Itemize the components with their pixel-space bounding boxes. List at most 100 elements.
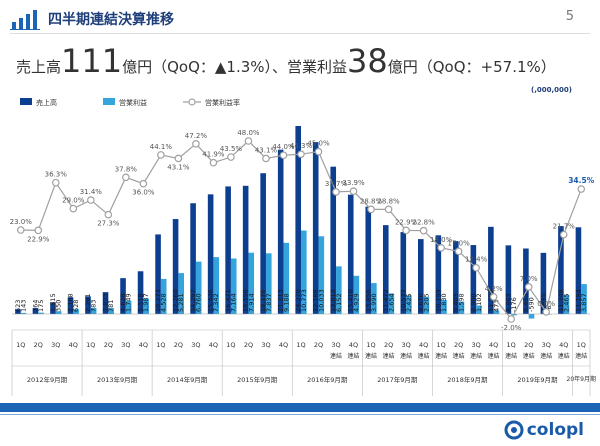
- margin-value-label: 12.4%: [465, 256, 488, 264]
- company-logo: colopl: [504, 420, 584, 440]
- quarter-tick-label: 4Q: [489, 341, 498, 349]
- margin-value-label: 27.3%: [97, 220, 120, 228]
- sales-value-label: 15,446: [207, 289, 215, 312]
- margin-point: [279, 151, 288, 160]
- profit-bar: [318, 236, 325, 314]
- consolidated-tick-label: 連結: [400, 352, 412, 360]
- sales-bar: [435, 235, 442, 314]
- profit-bar: [108, 307, 114, 314]
- profit-bar: [528, 314, 535, 319]
- sales-value-label: 15,410: [347, 289, 355, 312]
- profit-bar: [371, 283, 377, 314]
- consolidated-tick-label: 連結: [558, 352, 570, 360]
- headline-unit-2: 億円（QoQ：+57.1%）: [387, 58, 556, 76]
- sales-value-label: 18,176: [259, 289, 267, 312]
- consolidated-tick-label: 連結: [348, 352, 360, 360]
- margin-point: [507, 315, 515, 323]
- margin-point: [122, 173, 130, 182]
- quarter-tick-label: 2Q: [454, 341, 463, 349]
- profit-value-label: 3,857: [580, 293, 588, 312]
- profit-value-label: 7,837: [265, 293, 273, 312]
- quarter-tick-label: 3Q: [331, 341, 340, 349]
- sales-bar: [155, 234, 161, 314]
- profit-value-label: 4,929: [352, 293, 360, 312]
- profit-value-label: 10,033: [317, 289, 325, 312]
- profit-bar: [55, 311, 62, 314]
- profit-value-label: 6,152: [335, 293, 343, 312]
- consolidated-tick-label: 連結: [330, 352, 342, 360]
- margin-value-label: 17.0%: [448, 239, 471, 247]
- margin-point: [384, 205, 393, 214]
- year-group-label: 2016年9月期: [307, 375, 348, 384]
- consolidated-tick-label: 連結: [453, 352, 465, 360]
- margin-point: [16, 226, 25, 234]
- profit-value-label: 1,987: [142, 293, 150, 312]
- profit-bar: [283, 242, 290, 314]
- consolidated-tick-label: 連結: [435, 352, 447, 360]
- quarter-tick-label: 1Q: [16, 341, 25, 349]
- quarter-tick-label: 1Q: [577, 341, 586, 349]
- sales-bar: [15, 309, 21, 314]
- margin-point: [367, 205, 375, 214]
- margin-value-label: 33.9%: [342, 179, 365, 187]
- sales-bar: [50, 302, 56, 314]
- quarter-tick-label: 4Q: [559, 341, 568, 349]
- profit-value-label: 7,164: [230, 293, 238, 312]
- sales-value-label: 13,856: [364, 289, 372, 312]
- profit-bar: [581, 284, 587, 314]
- quarter-tick-label: 2Q: [244, 341, 253, 349]
- profit-value-label: 1,102: [475, 293, 483, 312]
- consolidated-tick-label: 連結: [470, 352, 482, 360]
- sales-value-label: 7,895: [539, 293, 547, 312]
- sales-value-label: 21,213: [277, 289, 285, 312]
- quarter-tick-label: 3Q: [542, 341, 551, 349]
- profit-bar: [563, 294, 570, 314]
- margin-point: [542, 308, 551, 316]
- legend-sales-label: 売上高: [36, 98, 57, 107]
- sales-value-label: 12,260: [172, 289, 180, 312]
- sales-value-label: 2,823: [102, 293, 110, 312]
- profit-value-label: 175: [37, 300, 45, 312]
- quarter-tick-label: 4Q: [279, 341, 288, 349]
- profit-bar: [230, 258, 237, 314]
- year-group-label: 2017年9月期: [377, 375, 418, 384]
- profit-value-label: 473: [492, 300, 500, 312]
- profit-bar: [195, 261, 202, 314]
- sales-bar: [260, 173, 266, 314]
- profit-bar: [73, 309, 79, 314]
- sales-value-label: 623: [14, 300, 22, 312]
- profit-value-label: 7,914: [247, 293, 255, 312]
- margin-value-label: 36.3%: [45, 171, 68, 179]
- profit-value-label: 9,188: [282, 293, 290, 312]
- quarter-tick-label: 1Q: [156, 341, 165, 349]
- sales-value-label: 2,281: [84, 293, 92, 312]
- margin-value-label: 36.0%: [132, 189, 155, 197]
- margin-value-label: 47.2%: [185, 132, 208, 140]
- quarter-tick-label: 1Q: [226, 341, 235, 349]
- year-group-label: 2014年9月期: [167, 375, 208, 384]
- margin-point: [51, 178, 60, 187]
- profit-bar: [125, 300, 132, 314]
- profit-bar: [160, 278, 167, 314]
- unit-note: (,000,000): [531, 86, 572, 94]
- sales-value-label: 10,273: [154, 289, 162, 312]
- sales-value-label: 8,863: [504, 293, 512, 312]
- quarter-tick-label: 2Q: [34, 341, 43, 349]
- sales-value-label: 14,297: [189, 289, 197, 312]
- sales-bar: [523, 248, 529, 314]
- profit-value-label: 7,342: [212, 293, 220, 312]
- margin-point: [34, 226, 43, 235]
- headline-profit-value: 38: [347, 42, 388, 80]
- consolidated-tick-label: 連結: [540, 352, 552, 360]
- title-divider: [10, 33, 590, 34]
- profit-value-label: 10,773: [300, 289, 308, 312]
- headline: 売上高111億円（QoQ：▲1.3%）、営業利益38億円（QoQ：+57.1%）: [16, 42, 556, 80]
- quarter-tick-label: 4Q: [139, 341, 148, 349]
- profit-value-label: 6,760: [195, 293, 203, 312]
- sales-value-label: 11,194: [574, 289, 582, 312]
- margin-value-label: 33.7%: [325, 180, 348, 188]
- profit-bar: [476, 305, 482, 314]
- profit-bar: [406, 295, 412, 314]
- sales-bar: [540, 252, 547, 314]
- sales-bar: [575, 227, 582, 314]
